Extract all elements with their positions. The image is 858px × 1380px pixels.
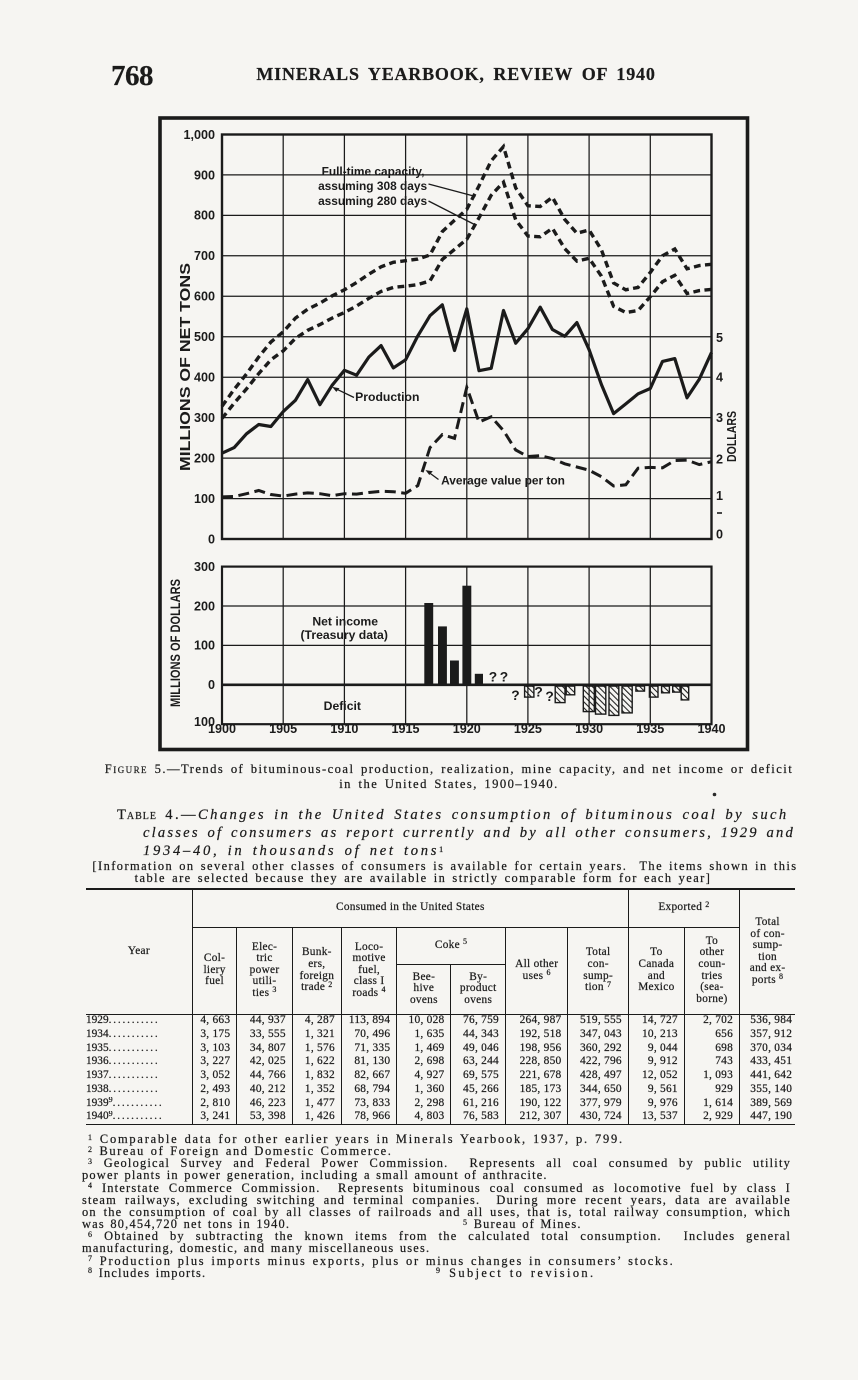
svg-text:4: 4	[716, 371, 723, 385]
svg-text:0: 0	[208, 532, 215, 546]
svg-text:(Treasury data): (Treasury data)	[301, 628, 388, 642]
svg-text:?: ?	[500, 670, 508, 685]
svg-text:200: 200	[194, 451, 215, 465]
svg-text:?: ?	[511, 688, 519, 703]
svg-text:Deficit: Deficit	[324, 699, 361, 713]
svg-text:500: 500	[194, 330, 215, 344]
svg-text:0: 0	[716, 528, 723, 542]
svg-text:1920: 1920	[453, 722, 481, 736]
svg-text:1,000: 1,000	[183, 128, 215, 142]
svg-text:1915: 1915	[392, 722, 420, 736]
svg-text:?: ?	[489, 670, 497, 685]
svg-text:2: 2	[716, 452, 723, 466]
svg-text:?: ?	[534, 685, 542, 700]
svg-text:1905: 1905	[269, 722, 297, 736]
svg-text:700: 700	[194, 249, 215, 263]
svg-text:1930: 1930	[575, 722, 603, 736]
svg-text:MILLIONS OF NET TONS: MILLIONS OF NET TONS	[177, 263, 194, 471]
svg-text:200: 200	[194, 599, 215, 613]
svg-text:1: 1	[716, 489, 723, 503]
svg-text:600: 600	[194, 290, 215, 304]
svg-text:Net income: Net income	[312, 614, 378, 628]
svg-text:1900: 1900	[208, 722, 236, 736]
svg-text:Average value per ton: Average value per ton	[441, 474, 565, 488]
svg-text:3: 3	[716, 411, 723, 425]
svg-text:900: 900	[194, 168, 215, 182]
svg-text:300: 300	[194, 560, 215, 574]
svg-text:1940: 1940	[697, 722, 725, 736]
svg-text:100: 100	[194, 639, 215, 653]
svg-text:MILLIONS OF DOLLARS: MILLIONS OF DOLLARS	[168, 579, 183, 707]
svg-text:assuming 308 days: assuming 308 days	[318, 179, 427, 193]
svg-text:300: 300	[194, 411, 215, 425]
svg-text:1935: 1935	[636, 722, 664, 736]
svg-text:Full-time capacity,: Full-time capacity,	[322, 165, 425, 179]
svg-text:Production: Production	[355, 390, 419, 404]
svg-text:1925: 1925	[514, 722, 542, 736]
svg-text:100: 100	[194, 492, 215, 506]
svg-text:0: 0	[208, 678, 215, 692]
svg-text:5: 5	[716, 331, 723, 345]
svg-text:100: 100	[194, 715, 215, 729]
svg-text:800: 800	[194, 209, 215, 223]
svg-text:1910: 1910	[330, 722, 358, 736]
svg-text:400: 400	[194, 371, 215, 385]
svg-text:?: ?	[545, 689, 553, 704]
svg-text:assuming 280 days: assuming 280 days	[318, 194, 427, 208]
svg-text:DOLLARS: DOLLARS	[724, 411, 739, 462]
